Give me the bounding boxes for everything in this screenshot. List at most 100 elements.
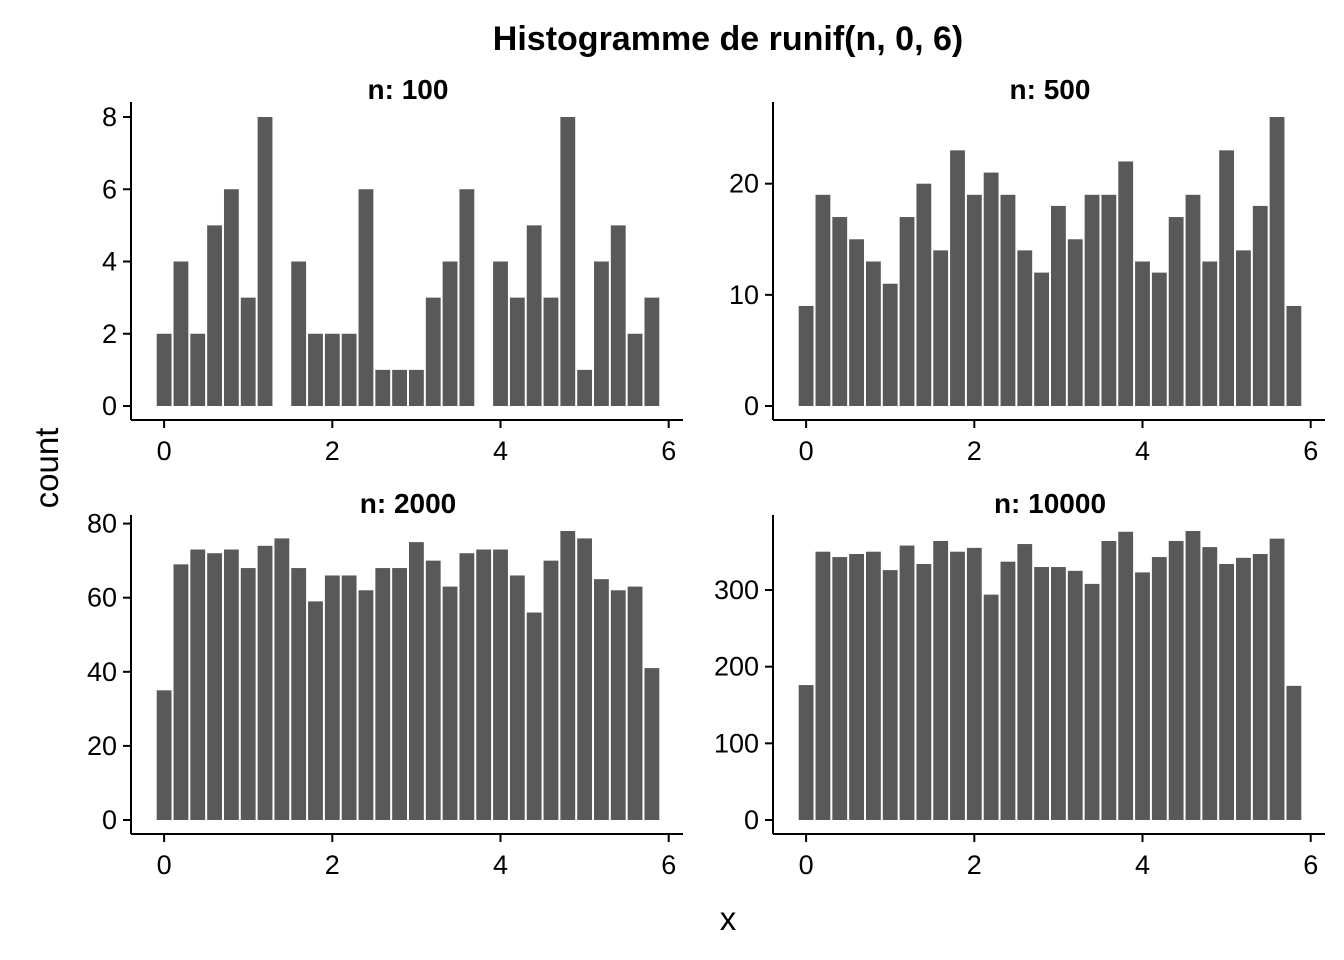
histogram-bar xyxy=(1168,217,1184,406)
histogram-bar xyxy=(1202,261,1218,406)
histogram-bar xyxy=(627,333,643,406)
x-tick-label: 6 xyxy=(1303,436,1318,466)
histogram-bar xyxy=(983,172,999,406)
histogram-bar xyxy=(392,369,407,406)
histogram-bar xyxy=(560,117,576,406)
histogram-bar xyxy=(560,531,576,820)
histogram-bar xyxy=(832,557,848,820)
histogram-bar xyxy=(1101,540,1117,820)
x-tick-label: 0 xyxy=(799,850,814,880)
histogram-bar xyxy=(1067,570,1083,820)
y-tick-label: 40 xyxy=(87,657,117,687)
x-tick-label: 6 xyxy=(661,850,676,880)
histogram-bar xyxy=(1219,563,1235,820)
histogram-bar xyxy=(950,150,965,406)
histogram-bar xyxy=(966,547,982,820)
x-tick-label: 2 xyxy=(325,436,340,466)
y-tick-label: 4 xyxy=(102,247,117,277)
x-tick-label: 6 xyxy=(1303,850,1318,880)
x-tick-label: 2 xyxy=(967,850,982,880)
histogram-bar xyxy=(156,333,172,406)
histogram-bar xyxy=(644,297,660,406)
histogram-bar xyxy=(916,563,932,820)
histogram-bar xyxy=(459,553,475,820)
histogram-bar xyxy=(577,369,593,406)
histogram-bar xyxy=(849,239,864,406)
facet-label: n: 500 xyxy=(1010,74,1091,105)
histogram-bar xyxy=(1118,161,1134,406)
histogram-bar xyxy=(1185,194,1201,406)
x-tick-label: 2 xyxy=(325,850,340,880)
histogram-bar xyxy=(1084,583,1100,820)
histogram-bar xyxy=(223,189,239,406)
histogram-bar xyxy=(291,568,307,820)
histogram-bar xyxy=(476,549,492,820)
histogram-bar xyxy=(1067,239,1083,406)
chart-title: Histogramme de runif(n, 0, 6) xyxy=(493,20,963,58)
facet-panel: n: 10000 0 100 200 300 0 2 4 6 xyxy=(714,488,1325,880)
y-tick-label: 0 xyxy=(744,805,759,835)
histogram-bar xyxy=(240,568,256,820)
histogram-bar xyxy=(1269,117,1285,406)
histogram-bar xyxy=(1236,557,1251,820)
histogram-bar xyxy=(798,685,814,820)
histogram-bar xyxy=(324,333,340,406)
histogram-bar xyxy=(207,553,222,820)
histogram-bar xyxy=(341,333,357,406)
histogram-bar xyxy=(1135,261,1150,406)
histogram-bar xyxy=(1135,572,1150,820)
x-axis-title: x xyxy=(720,900,737,937)
y-tick-label: 80 xyxy=(87,509,117,539)
histogram-bar xyxy=(392,568,407,820)
histogram-bar xyxy=(899,545,915,820)
y-tick-label: 0 xyxy=(744,391,759,421)
x-tick-label: 6 xyxy=(661,436,676,466)
histogram-bar xyxy=(1269,538,1285,820)
histogram-bar xyxy=(594,579,609,820)
histogram-bar xyxy=(207,225,222,406)
histogram-bar xyxy=(375,568,391,820)
histogram-bar xyxy=(240,297,256,406)
histogram-bar xyxy=(1101,194,1117,406)
histogram-bar xyxy=(409,542,424,820)
histogram-bar xyxy=(509,297,525,406)
y-tick-label: 300 xyxy=(714,575,759,605)
y-tick-label: 10 xyxy=(729,280,759,310)
x-tick-label: 2 xyxy=(967,436,982,466)
facet-label: n: 100 xyxy=(368,74,449,105)
histogram-bar xyxy=(543,560,559,820)
histogram-bar xyxy=(1286,685,1302,820)
x-tick-label: 0 xyxy=(799,436,814,466)
histogram-bar xyxy=(1168,540,1184,820)
histogram-bar xyxy=(308,601,323,820)
facet-label: n: 10000 xyxy=(994,488,1106,519)
facet-panel: n: 100 0 2 4 6 8 0 2 4 6 xyxy=(102,74,683,466)
histogram-bar xyxy=(442,586,458,820)
histogram-bar xyxy=(610,225,626,406)
histogram-bar xyxy=(1185,531,1201,820)
histogram-bar xyxy=(832,217,848,406)
y-tick-label: 6 xyxy=(102,174,117,204)
histogram-bar xyxy=(1034,567,1049,820)
histogram-bar xyxy=(1051,205,1066,406)
facet-panel: n: 2000 0 20 40 60 80 0 2 4 6 xyxy=(87,488,683,880)
facet-panel: n: 500 0 10 20 0 2 4 6 xyxy=(729,74,1325,466)
histogram-bar xyxy=(459,189,475,406)
histogram-bar xyxy=(425,297,441,406)
histogram-bar xyxy=(526,612,542,820)
histogram-bar xyxy=(882,570,898,820)
histogram-bar xyxy=(610,590,626,820)
y-tick-label: 0 xyxy=(102,391,117,421)
histogram-bar xyxy=(375,369,391,406)
histogram-bar xyxy=(358,590,374,820)
histogram-bar xyxy=(865,261,881,406)
histogram-bar xyxy=(865,551,881,820)
histogram-bar xyxy=(291,261,307,406)
y-tick-label: 60 xyxy=(87,583,117,613)
histogram-bar xyxy=(1219,150,1235,406)
histogram-bar xyxy=(1151,272,1167,406)
histogram-bar xyxy=(1286,305,1302,406)
histogram-bar xyxy=(815,551,831,820)
